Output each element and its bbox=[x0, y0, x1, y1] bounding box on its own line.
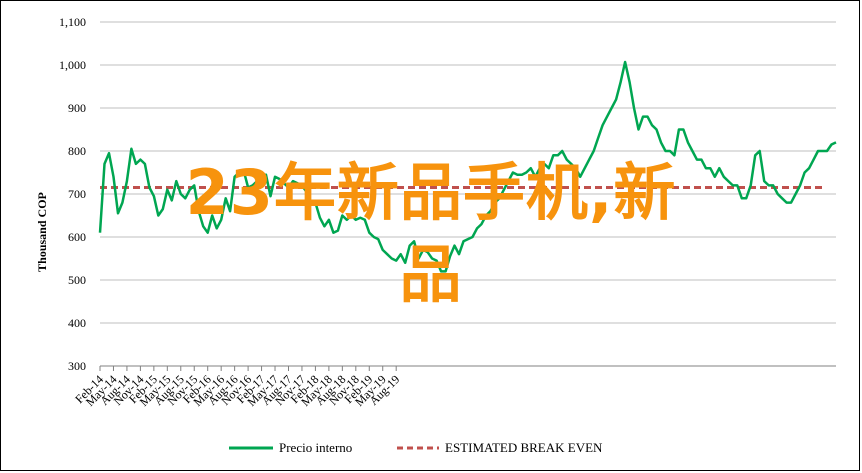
y-tick-label: 700 bbox=[68, 187, 86, 201]
y-tick-label: 400 bbox=[68, 316, 86, 330]
legend-label-precio: Precio interno bbox=[279, 440, 352, 455]
y-tick-label: 800 bbox=[68, 144, 86, 158]
y-tick-label: 1,100 bbox=[59, 15, 86, 29]
legend: Precio interno ESTIMATED BREAK EVEN bbox=[229, 440, 603, 455]
x-axis: Feb-14May-14Aug-14Nov-14Feb-15May-15Aug-… bbox=[72, 365, 836, 409]
legend-label-breakeven: ESTIMATED BREAK EVEN bbox=[445, 440, 603, 455]
y-tick-label: 500 bbox=[68, 273, 86, 287]
y-tick-label: 300 bbox=[68, 359, 86, 373]
y-axis-ticks: 300 400 500 600 700 800 900 1,000 1,100 bbox=[59, 15, 86, 373]
series-precio-interno-line bbox=[98, 60, 837, 273]
series-group bbox=[98, 60, 837, 273]
y-axis-label: Thousand COP bbox=[35, 192, 49, 272]
y-tick-label: 1,000 bbox=[59, 58, 86, 72]
y-tick-label: 900 bbox=[68, 101, 86, 115]
y-tick-label: 600 bbox=[68, 230, 86, 244]
grid-lines bbox=[100, 21, 836, 367]
